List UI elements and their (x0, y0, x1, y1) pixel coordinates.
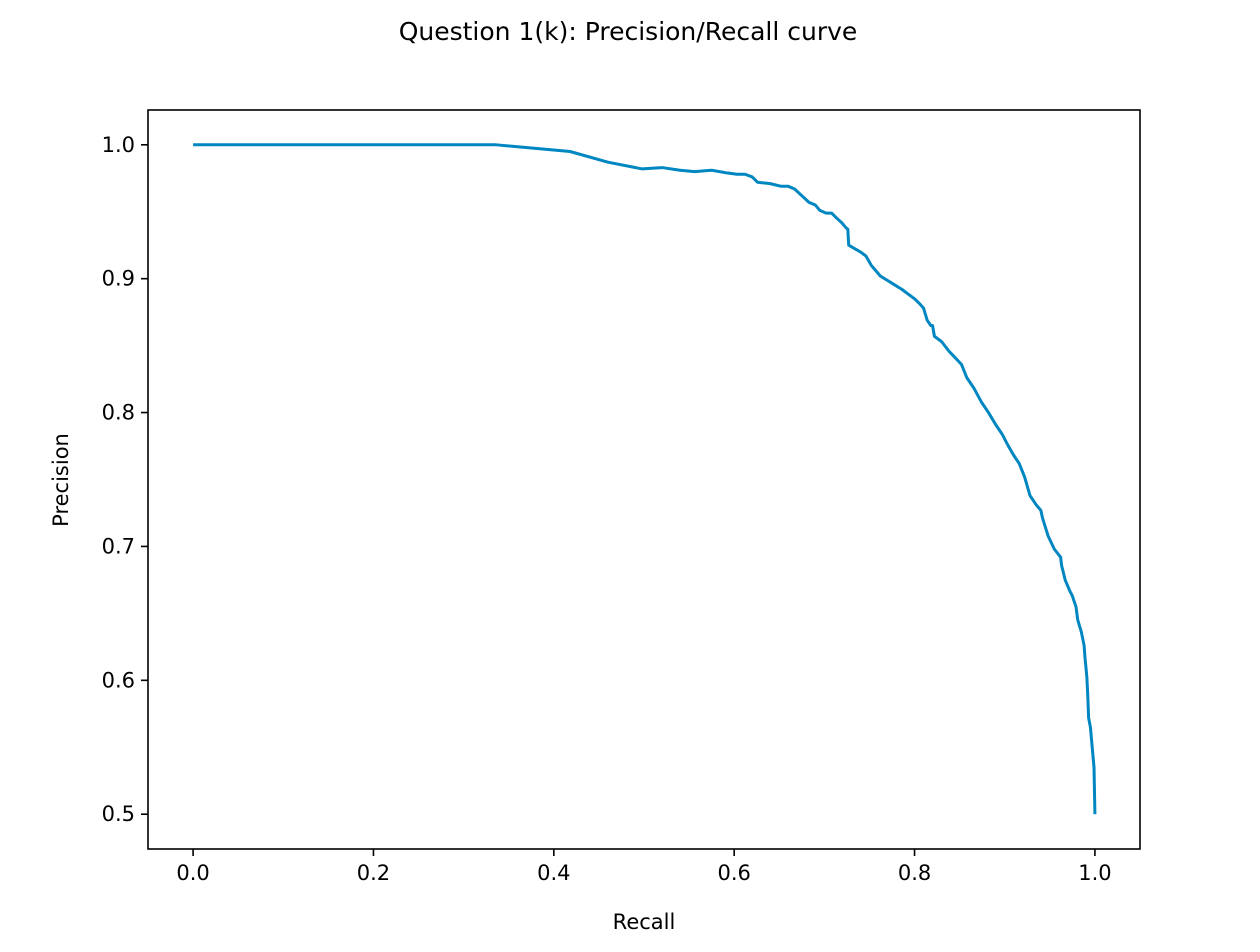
x-axis-label: Recall (613, 910, 676, 934)
x-tick-label: 0.4 (537, 861, 570, 885)
y-tick-label: 0.7 (102, 534, 135, 558)
x-tick-label: 0.0 (176, 861, 209, 885)
y-tick-label: 0.8 (102, 401, 135, 425)
x-tick-label: 1.0 (1078, 861, 1111, 885)
x-tick-label: 0.2 (357, 861, 390, 885)
plot-area (193, 143, 1097, 815)
chart-title: Question 1(k): Precision/Recall curve (399, 17, 858, 46)
y-tick-label: 0.9 (102, 267, 135, 291)
x-axis: 0.0 0.2 0.4 0.6 0.8 1.0 (176, 849, 1112, 885)
x-tick-label: 0.8 (898, 861, 931, 885)
y-tick-label: 0.6 (102, 668, 135, 692)
axes-frame (147, 109, 1141, 850)
y-tick-label: 0.5 (102, 802, 135, 826)
y-axis-label: Precision (49, 433, 73, 527)
y-tick-label: 1.0 (102, 133, 135, 157)
pr-curve-line (193, 143, 1097, 815)
y-axis: 0.5 0.6 0.7 0.8 0.9 1.0 (102, 133, 148, 826)
x-tick-label: 0.6 (717, 861, 750, 885)
